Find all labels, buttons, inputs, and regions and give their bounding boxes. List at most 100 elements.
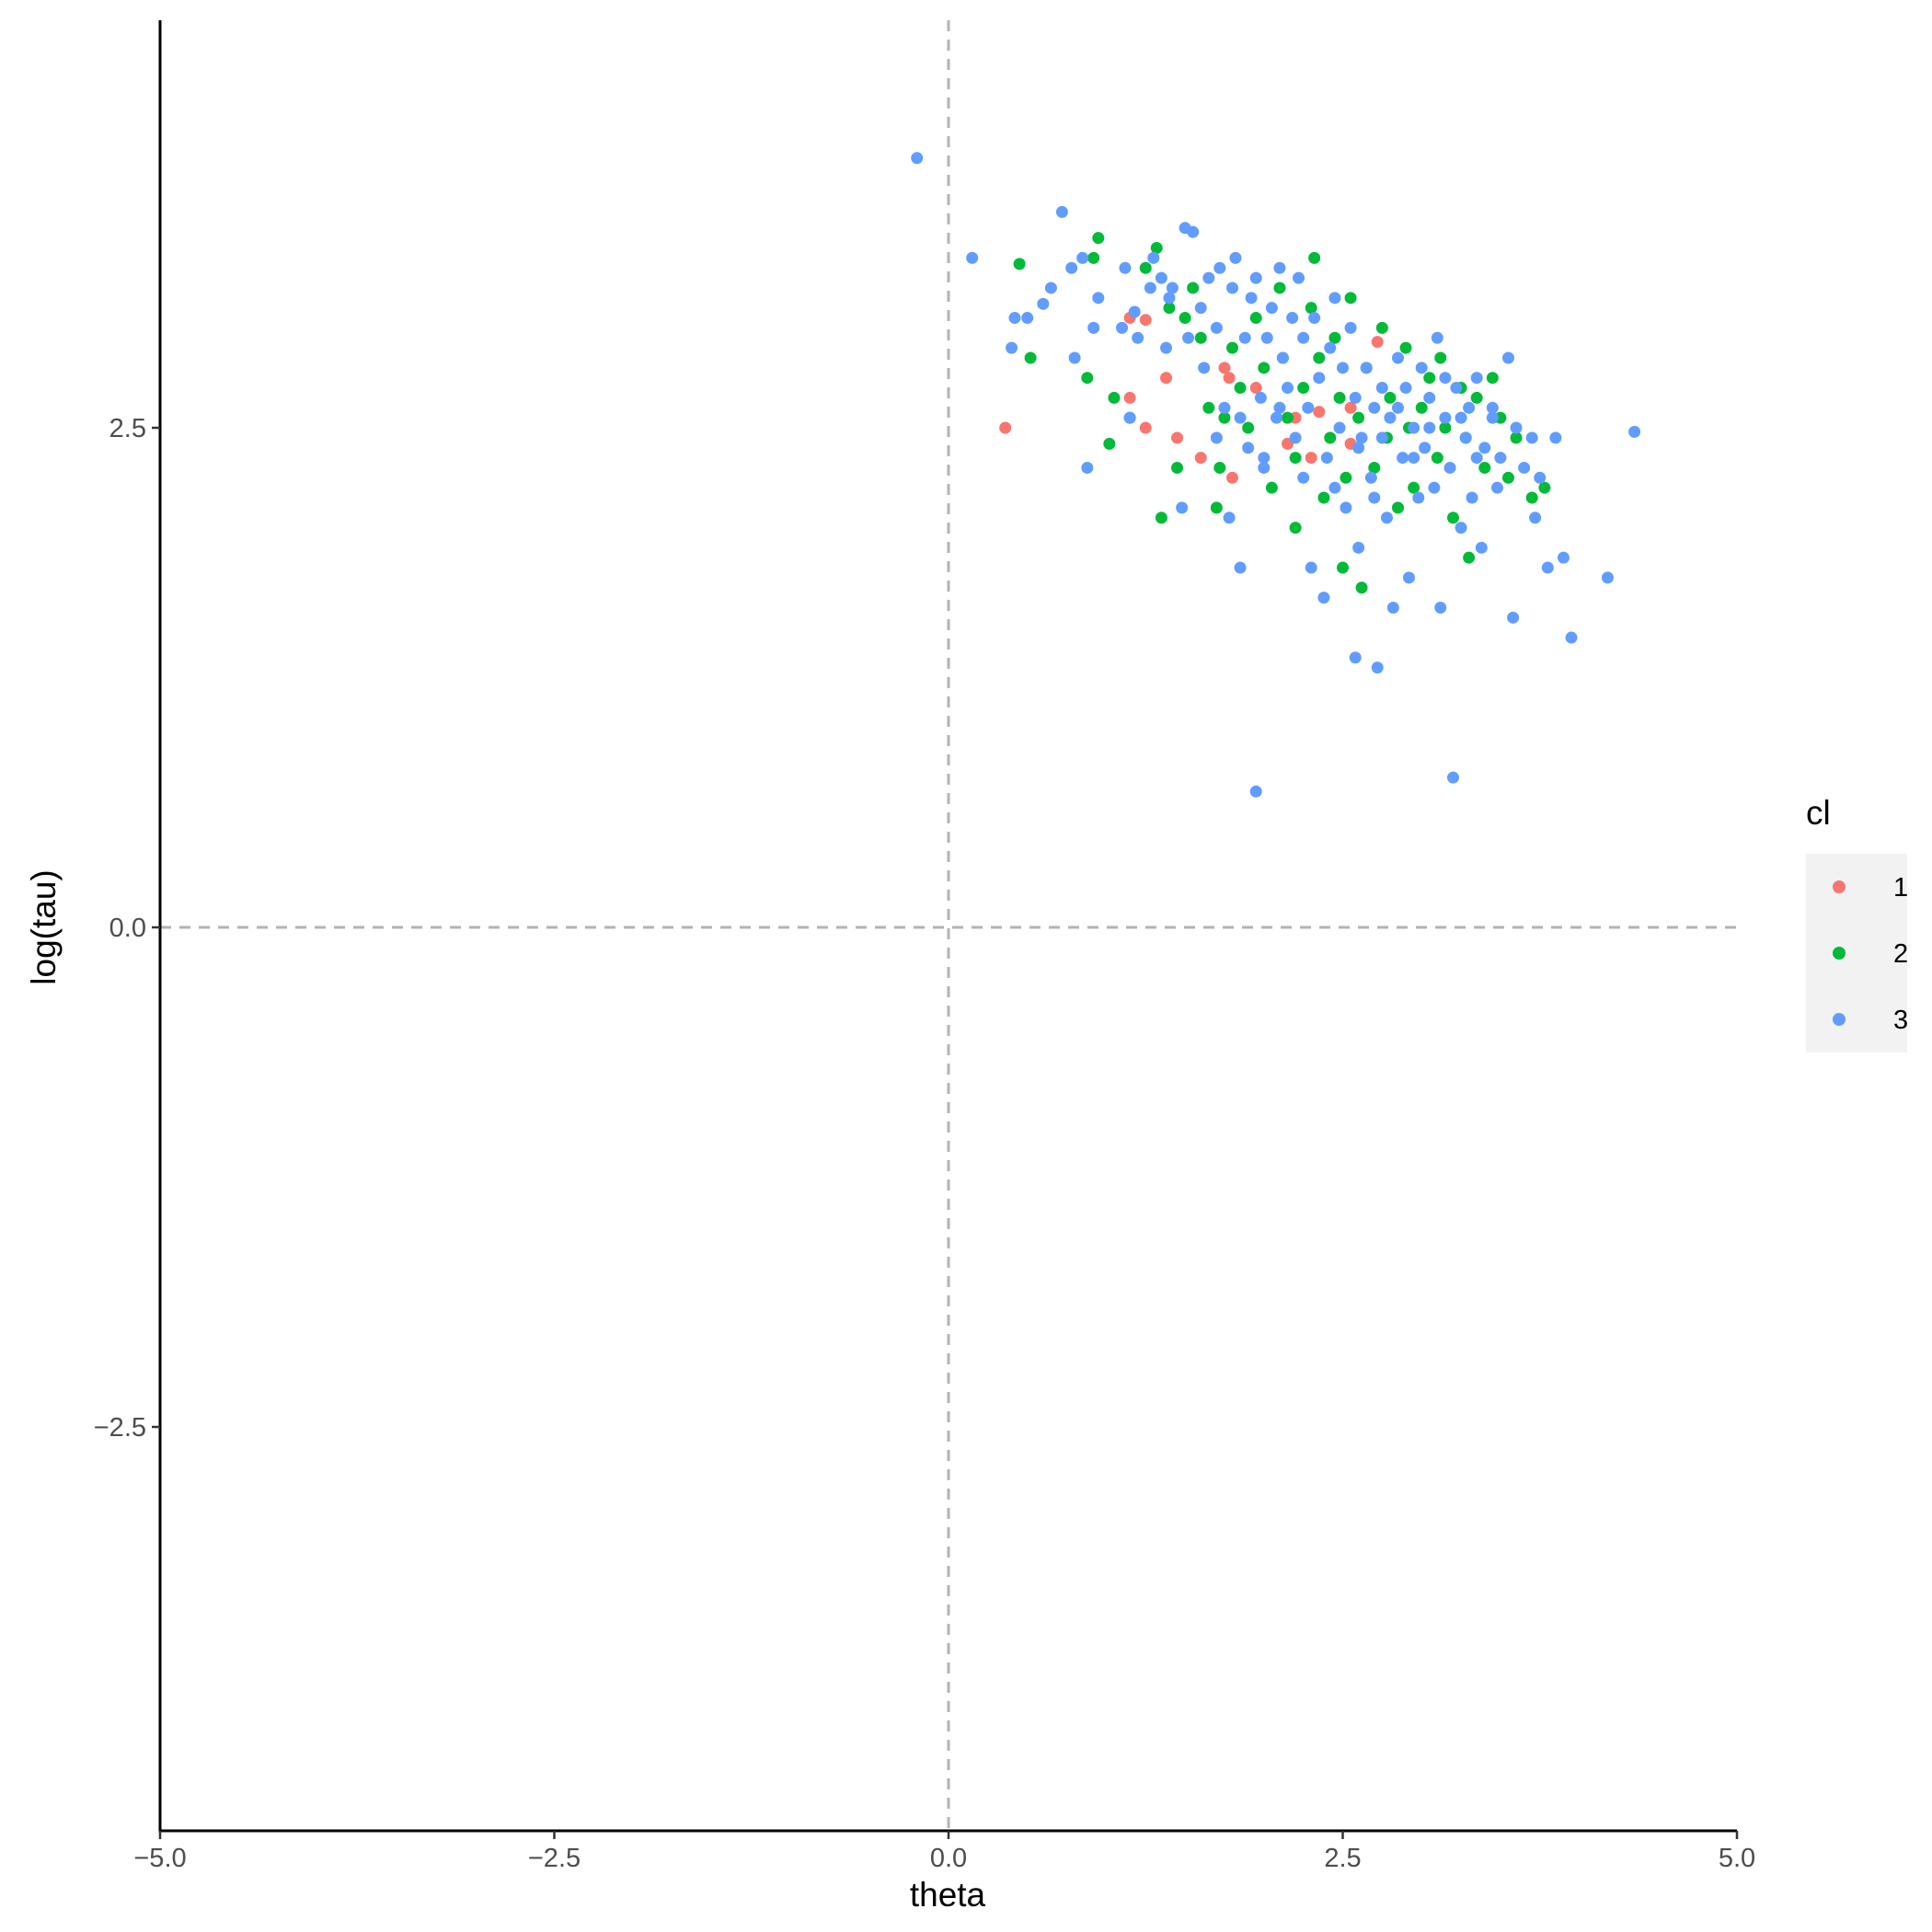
legend-label-series-2: 2 (1893, 939, 1908, 969)
y-tick-label: −2.5 (94, 1413, 146, 1443)
data-point-series-3 (1375, 431, 1388, 444)
data-point-series-2 (1538, 481, 1551, 494)
data-point-series-3 (1297, 471, 1310, 484)
data-point-series-3 (1128, 305, 1141, 318)
data-point-series-2 (1213, 461, 1226, 474)
data-point-series-3 (1501, 351, 1514, 364)
data-point-series-2 (1081, 372, 1094, 385)
data-point-series-3 (1297, 331, 1310, 344)
data-point-series-1 (1194, 452, 1207, 465)
data-point-series-3 (1486, 411, 1499, 424)
data-point-series-3 (1213, 261, 1226, 274)
data-point-series-2 (1155, 512, 1167, 524)
data-point-series-3 (1305, 561, 1317, 574)
data-point-series-2 (1150, 242, 1163, 255)
data-point-series-1 (1249, 382, 1262, 395)
data-point-series-1 (1371, 336, 1384, 349)
data-point-series-3 (1210, 431, 1223, 444)
data-point-series-2 (1355, 581, 1368, 594)
data-point-series-3 (1463, 401, 1476, 414)
data-point-series-3 (1176, 501, 1189, 514)
data-point-series-3 (1254, 391, 1267, 404)
data-point-series-3 (1160, 341, 1173, 354)
data-point-series-2 (1305, 302, 1317, 315)
data-point-series-3 (1245, 292, 1258, 305)
data-point-series-2 (1249, 312, 1262, 325)
data-point-series-2 (1337, 561, 1349, 574)
data-point-series-3 (1163, 292, 1176, 305)
data-point-series-3 (1229, 251, 1242, 264)
data-point-series-2 (1179, 312, 1191, 325)
data-point-series-2 (1218, 411, 1231, 424)
data-point-series-3 (911, 152, 924, 165)
data-point-series-2 (1391, 501, 1404, 514)
data-point-series-2 (1024, 351, 1037, 364)
data-point-series-3 (1006, 341, 1018, 354)
data-point-series-3 (1317, 592, 1330, 604)
data-point-series-1 (1139, 314, 1152, 327)
data-point-series-2 (1384, 391, 1397, 404)
data-point-series-3 (1529, 512, 1542, 524)
data-point-series-2 (1258, 362, 1271, 374)
data-point-series-3 (1076, 251, 1089, 264)
data-point-series-3 (1320, 452, 1333, 465)
data-point-series-1 (1218, 362, 1231, 374)
data-point-series-2 (1431, 452, 1443, 465)
data-point-series-3 (1273, 401, 1286, 414)
data-point-series-3 (1081, 461, 1094, 474)
data-point-series-2 (1273, 282, 1286, 294)
data-point-series-3 (1415, 362, 1428, 374)
data-point-series-3 (1486, 401, 1499, 414)
data-point-series-3 (1375, 382, 1388, 395)
data-point-series-3 (1258, 461, 1271, 474)
legend-title: cl (1806, 794, 1831, 832)
data-point-series-3 (1276, 351, 1289, 364)
data-point-series-3 (1470, 372, 1483, 385)
data-point-series-3 (1423, 391, 1436, 404)
data-point-series-3 (1439, 372, 1452, 385)
data-point-series-2 (1423, 372, 1436, 385)
data-point-series-1 (1305, 452, 1317, 465)
data-point-series-3 (1355, 431, 1368, 444)
data-point-series-3 (1371, 661, 1384, 674)
data-point-series-3 (1223, 512, 1236, 524)
x-axis-title: theta (910, 1876, 986, 1914)
data-point-series-3 (1446, 771, 1459, 784)
data-point-series-3 (1337, 362, 1349, 374)
data-point-series-3 (1328, 292, 1341, 305)
data-point-series-2 (1368, 461, 1381, 474)
data-point-series-3 (1352, 442, 1365, 454)
data-point-series-1 (999, 421, 1012, 434)
data-point-series-1 (1313, 406, 1326, 419)
x-tick-label: 5.0 (1719, 1844, 1755, 1873)
data-point-series-3 (1368, 491, 1381, 504)
data-point-series-3 (1549, 431, 1562, 444)
data-point-series-3 (1234, 561, 1247, 574)
data-point-series-3 (1218, 401, 1231, 414)
data-point-series-1 (1226, 471, 1239, 484)
data-point-series-2 (1289, 452, 1302, 465)
data-point-series-3 (1008, 312, 1021, 325)
x-tick-label: −2.5 (528, 1844, 581, 1873)
data-point-series-2 (1501, 471, 1514, 484)
data-point-series-3 (1055, 205, 1068, 218)
data-point-series-3 (1557, 551, 1570, 564)
data-point-series-3 (1210, 321, 1223, 334)
data-point-series-2 (1297, 382, 1310, 395)
data-point-series-3 (1459, 431, 1472, 444)
data-point-series-3 (1364, 471, 1377, 484)
data-point-series-3 (1439, 411, 1452, 424)
data-point-series-3 (1119, 261, 1132, 274)
data-point-series-3 (1265, 302, 1278, 315)
data-point-series-3 (1455, 522, 1467, 535)
data-point-series-3 (1541, 561, 1554, 574)
data-point-series-3 (1397, 452, 1409, 465)
data-point-series-3 (1601, 571, 1614, 584)
data-point-series-3 (1021, 312, 1034, 325)
data-point-series-3 (1518, 461, 1531, 474)
data-point-series-3 (1249, 271, 1262, 284)
data-point-series-3 (1478, 442, 1491, 454)
data-point-series-3 (1402, 571, 1415, 584)
data-point-series-3 (1271, 411, 1283, 424)
data-point-series-1 (1344, 401, 1357, 414)
